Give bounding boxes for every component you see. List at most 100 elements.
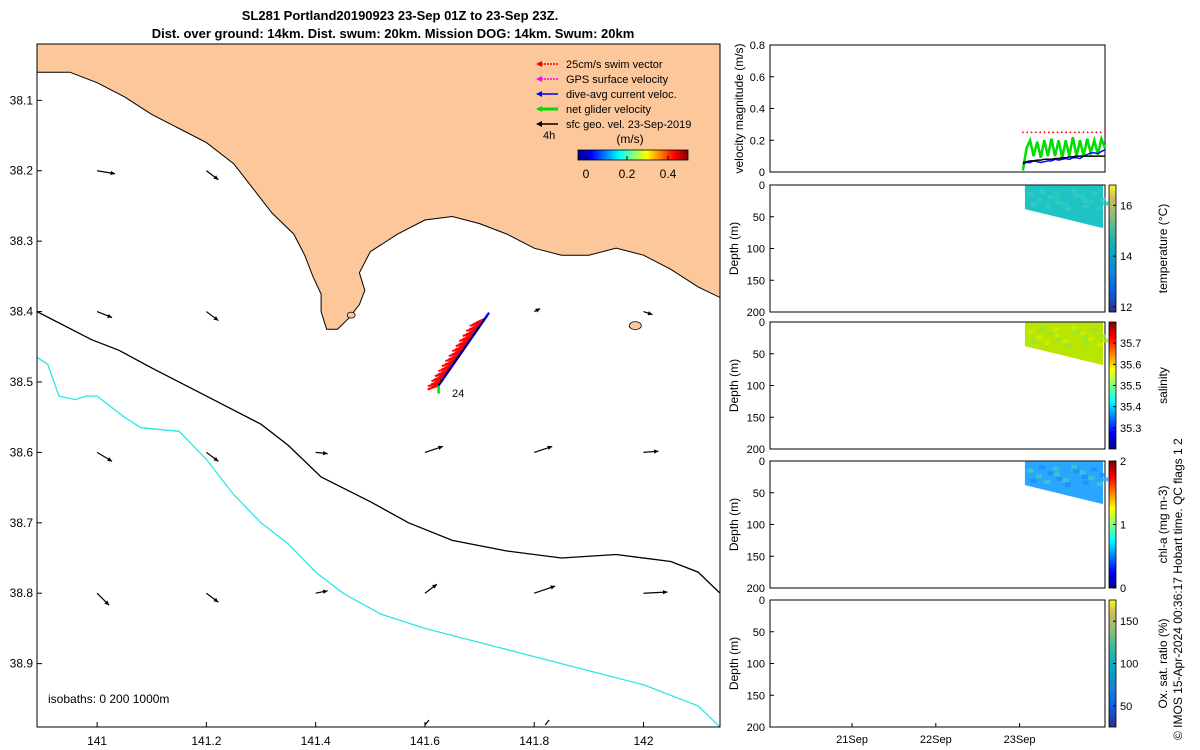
map-yticks: 38.1 38.2 38.3 38.4 38.5 38.6 38.7 38.8 38.9 [10, 93, 42, 671]
swim-marker [1060, 131, 1063, 134]
sfc-geo-vector [96, 451, 113, 462]
velocity-series-net_velocity [1021, 134, 1107, 171]
swim-marker [1043, 131, 1046, 134]
sfc-geo-vector [544, 719, 550, 726]
swim-marker [1095, 131, 1098, 134]
salinity-cell [1096, 342, 1103, 347]
salinity-cell [1102, 338, 1109, 343]
sfc-geo-vector [534, 585, 556, 594]
chla-cell [1042, 475, 1049, 480]
temperature-cell [1035, 198, 1042, 203]
velocity-ylabel: velocity magnitude (m/s) [732, 43, 746, 173]
island-1 [628, 321, 642, 331]
temperature-cell [1042, 199, 1049, 204]
salinity-cell [1053, 333, 1060, 338]
temperature-ytick-label: 200 [747, 307, 765, 319]
temperature-cell [1081, 198, 1088, 203]
chla-cell [1053, 472, 1060, 477]
chla-cell [1070, 464, 1077, 469]
legend-item: sfc geo. vel. 23-Sep-2019 [536, 119, 691, 131]
map-xtick-label: 142 [633, 734, 653, 748]
title-line2: Dist. over ground: 14km. Dist. swum: 20k… [152, 26, 635, 41]
temperature-ytick-label: 150 [747, 275, 765, 287]
chla-cell [1091, 467, 1098, 472]
glider-track [427, 311, 490, 394]
temperature-ylabel: Depth (m) [727, 222, 741, 275]
salinity-cell [1062, 339, 1069, 344]
sfc-geo-vector [643, 310, 653, 316]
swim-marker [1026, 131, 1029, 134]
swim-vector [469, 320, 484, 327]
sfc-geo-vector [534, 445, 553, 453]
swim-marker [1104, 131, 1106, 134]
temperature-cell [1079, 194, 1086, 199]
swim-marker [1069, 131, 1072, 134]
swim-vector [445, 356, 459, 363]
salinity-cell [1035, 335, 1042, 340]
chla-panel: 0 50 100 150 200 Depth (m) 0 1 2 chl-a (mg m-3) [727, 456, 1170, 595]
salinity-cell [1064, 343, 1071, 348]
chla-ytick-label: 0 [759, 456, 765, 468]
temperature-cell [1027, 192, 1034, 197]
salinity-cell [1038, 326, 1045, 331]
chla-cell [1079, 470, 1086, 475]
oxsat-ctick-label: 150 [1120, 616, 1138, 628]
chla-cell [1035, 474, 1042, 479]
legend-label: 25cm/s swim vector [566, 59, 663, 71]
salinity-cell [1056, 337, 1063, 342]
coastline-land [37, 44, 720, 330]
sfc-geo-vectors [96, 170, 668, 726]
temperature-cell [1056, 200, 1063, 205]
temperature-cell [1102, 201, 1109, 206]
velocity-ytick-label: 0 [759, 167, 765, 179]
title-line1: SL281 Portland20190923 23-Sep 01Z to 23-… [242, 8, 558, 23]
legend-label: dive-avg current veloc. [566, 89, 677, 101]
swim-marker [1082, 131, 1085, 134]
chla-cell [1099, 473, 1106, 478]
salinity-panel: 0 50 100 150 200 Depth (m) 35.3 35.4 35.5 35.6 35.… [727, 317, 1170, 456]
swim-marker [1034, 131, 1037, 134]
salinity-ctick-label: 35.5 [1120, 381, 1141, 393]
swim-vector [465, 326, 480, 332]
map-ytick-label: 38.6 [10, 445, 34, 459]
chla-cell [1085, 466, 1092, 471]
isobath-1000 [37, 356, 720, 727]
salinity-ytick-label: 200 [747, 444, 765, 456]
speed-colorbar [577, 149, 689, 161]
sfc-geo-vector [206, 592, 219, 603]
velocity-ytick-label: 0.4 [750, 104, 765, 116]
temperature-ytick-label: 50 [753, 212, 765, 224]
salinity-ctick-label: 35.7 [1120, 338, 1141, 350]
vector-head [547, 445, 553, 450]
chla-ytick-label: 50 [753, 488, 765, 500]
temperature-cell [1085, 190, 1092, 195]
swim-vector [452, 346, 466, 352]
temperature-cell [1059, 191, 1066, 196]
oxsat-ytick-label: 100 [747, 659, 765, 671]
map-frame [36, 43, 721, 728]
temperature-cell [1088, 200, 1095, 205]
temperature-ctick-label: 12 [1120, 302, 1132, 314]
salinity-cell [1081, 335, 1088, 340]
map-ytick-label: 38.8 [10, 586, 34, 600]
legend-item: GPS surface velocity [536, 74, 669, 86]
map-xtick-label: 141.2 [191, 734, 221, 748]
oxsat-clabel: Ox. sat. ratio (%) [1156, 618, 1170, 708]
temperature-cell [1070, 188, 1077, 193]
temperature-frame [769, 184, 1106, 313]
island-0 [346, 311, 356, 319]
temperature-cell [1099, 197, 1106, 202]
chla-ctick-label: 2 [1120, 456, 1126, 468]
temperature-cell [1062, 202, 1069, 207]
velocity-series-sfc_geo [1022, 155, 1105, 164]
salinity-cell [1082, 341, 1089, 346]
salinity-ctick-label: 35.4 [1120, 402, 1141, 414]
sfc-geo-vector [424, 719, 430, 726]
vector-head [662, 590, 668, 595]
vector-head [322, 589, 328, 594]
chla-cell [1102, 477, 1109, 482]
legend-item: 25cm/s swim vector [536, 59, 663, 71]
legend: 25cm/s swim vector GPS surface velocity di… [536, 59, 691, 131]
swim-vector [434, 371, 449, 378]
swim-marker [1052, 131, 1055, 134]
